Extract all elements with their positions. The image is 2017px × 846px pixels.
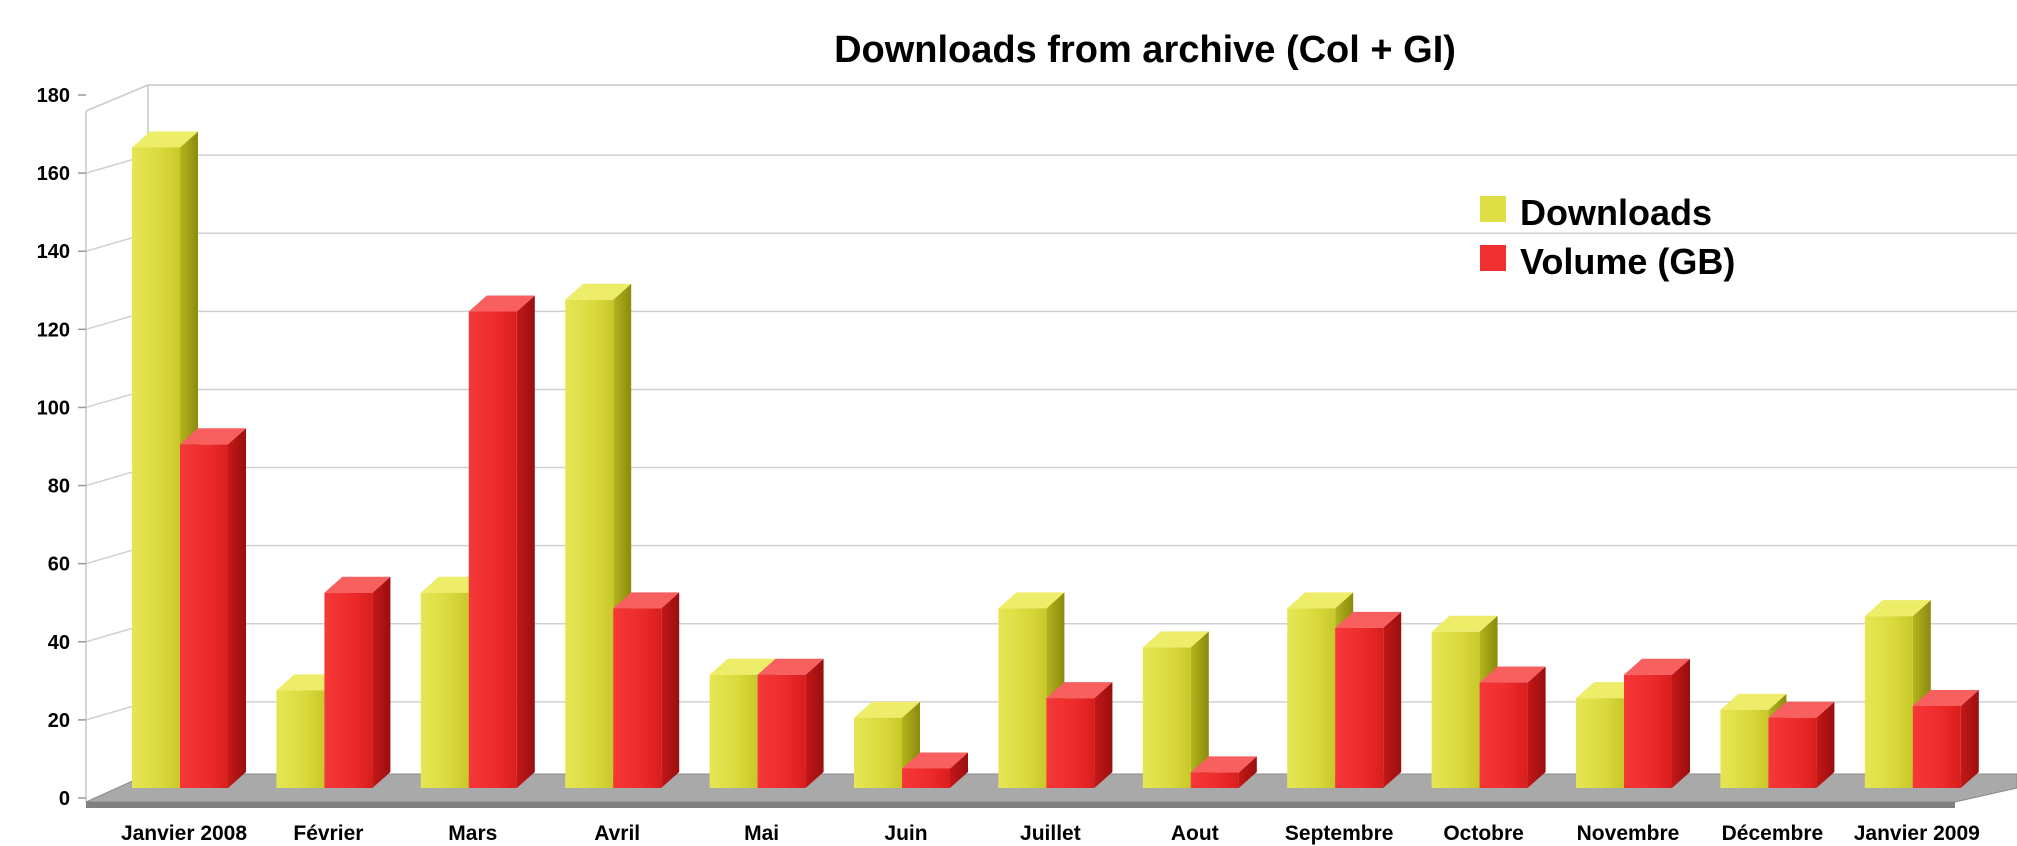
x-tick-label: Juin	[884, 822, 927, 845]
y-tick-label: 60	[48, 554, 70, 576]
x-tick-label: Novembre	[1577, 822, 1680, 845]
x-tick-label: Aout	[1171, 822, 1219, 845]
y-tick-label: 120	[37, 319, 70, 341]
y-tick-label: 140	[37, 241, 70, 263]
y-tick-label: 20	[48, 710, 70, 732]
bar-volume-gb	[1768, 701, 1835, 788]
y-axis: 0 20 40 60 80 100 120 140 160 180	[37, 85, 86, 810]
x-tick-label: Décembre	[1722, 822, 1824, 845]
legend-label-downloads: Downloads	[1520, 192, 1712, 233]
bar-volume-gb	[324, 576, 391, 788]
bar-volume-gb	[1335, 611, 1402, 788]
legend: Downloads Volume (GB)	[1480, 192, 1735, 282]
bars	[132, 131, 1979, 788]
chart-title: Downloads from archive (Col + GI)	[834, 29, 1456, 71]
x-tick-label: Février	[293, 822, 363, 845]
bar-volume-gb	[1046, 682, 1113, 788]
x-tick-label: Mai	[744, 822, 779, 845]
x-tick-label: Janvier 2008	[121, 822, 247, 845]
x-axis: Janvier 2008 Février Mars Avril Mai Juin Juill…	[121, 822, 1980, 845]
bar-volume-gb	[613, 592, 680, 788]
x-tick-label: Avril	[594, 822, 640, 845]
y-tick-label: 160	[37, 163, 70, 185]
floor-front	[86, 802, 1955, 808]
y-tick-label: 180	[37, 85, 70, 107]
y-tick-label: 80	[48, 476, 70, 498]
bar-volume-gb	[1479, 666, 1546, 788]
legend-swatch-downloads	[1480, 196, 1506, 222]
bar-downloads	[1142, 631, 1209, 788]
x-tick-label: Janvier 2009	[1854, 822, 1980, 845]
x-tick-label: Mars	[448, 822, 497, 845]
bar-downloads	[854, 701, 920, 788]
x-tick-label: Octobre	[1443, 822, 1524, 845]
x-tick-label: Juillet	[1020, 822, 1081, 845]
bar-volume-gb	[180, 428, 246, 788]
bar-volume-gb	[468, 295, 535, 788]
y-tick-label: 40	[48, 632, 70, 654]
bar-volume-gb	[1624, 658, 1690, 788]
bar-volume-gb	[757, 658, 824, 788]
bar-volume-gb	[1190, 756, 1257, 788]
y-tick-label: 0	[59, 788, 70, 810]
bar-volume-gb	[902, 752, 968, 788]
side-wall-top-edge	[85, 84, 149, 112]
legend-label-volume: Volume (GB)	[1520, 241, 1735, 282]
bar-downloads	[132, 131, 198, 788]
legend-swatch-volume	[1480, 245, 1506, 271]
bar-volume-gb	[1912, 689, 1979, 788]
y-tick-label: 100	[37, 397, 70, 419]
x-tick-label: Septembre	[1285, 822, 1394, 845]
